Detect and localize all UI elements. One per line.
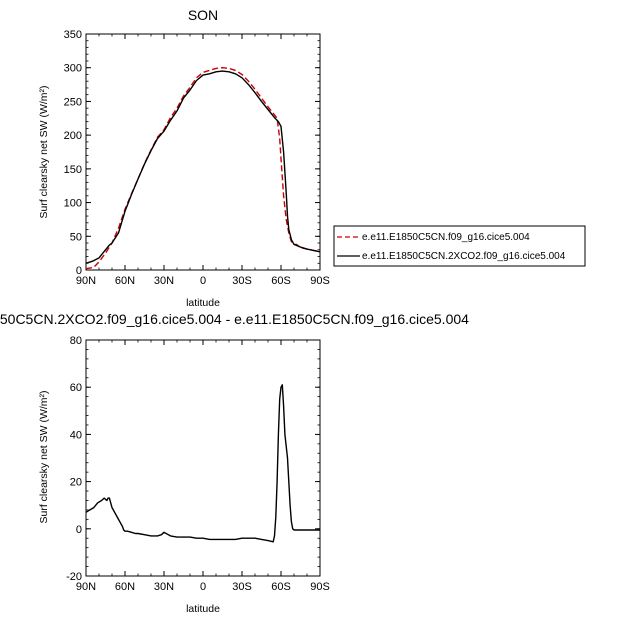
bottom-plot-frame <box>85 339 321 577</box>
top-x-tick-label: 90S <box>310 275 330 287</box>
bottom-series-line-0 <box>85 384 320 543</box>
bottom-y-tick-label: 20 <box>70 477 82 489</box>
bottom-x-axis-label: latitude <box>186 603 220 615</box>
bottom-x-tick-label: 30N <box>154 581 174 593</box>
bottom-x-tick-label: 90N <box>76 581 96 593</box>
top-x-axis-label: latitude <box>186 297 220 309</box>
top-chart-title: SON <box>188 7 218 23</box>
top-y-tick-label: 150 <box>64 164 82 176</box>
top-x-tick-label: 60N <box>115 275 135 287</box>
bottom-y-tick-label: 40 <box>70 429 82 441</box>
bottom-y-tick-label: 0 <box>76 524 82 536</box>
bottom-chart-title: e.e11.E1850C5CN.2XCO2.f09_g16.cice5.004 … <box>0 311 469 327</box>
top-y-tick-label: 250 <box>64 96 82 108</box>
bottom-y-tick-label: 60 <box>70 382 82 394</box>
top-x-tick-label: 60S <box>271 275 291 287</box>
top-panel: SON 90N 60N 30N 0 30S 60S 90S 0 50 100 150 200 250 30… <box>38 7 586 309</box>
bottom-x-tick-label: 60N <box>115 581 135 593</box>
top-plot-area: 90N 60N 30N 0 30S 60S 90S 0 50 100 150 200 250 300 350 <box>64 29 330 287</box>
top-x-tick-label: 30N <box>154 275 174 287</box>
top-y-tick-label: 0 <box>76 265 82 277</box>
legend-label-2xco2: e.e11.E1850C5CN.2XCO2.f09_g16.cice5.004 <box>362 251 566 262</box>
legend-label-control: e.e11.E1850C5CN.f09_g16.cice5.004 <box>362 232 530 243</box>
top-legend: e.e11.E1850C5CN.f09_g16.cice5.004 e.e11.… <box>333 225 586 267</box>
top-y-tick-label: 350 <box>64 29 82 41</box>
bottom-x-tick-label: 60S <box>271 581 291 593</box>
legend-box <box>333 225 586 267</box>
bottom-x-tick-label: 90S <box>310 581 330 593</box>
top-y-tick-label: 100 <box>64 198 82 210</box>
top-x-tick-label: 30S <box>232 275 252 287</box>
bottom-y-tick-label: -20 <box>66 571 82 583</box>
bottom-x-tick-label: 30S <box>232 581 252 593</box>
top-plot-frame <box>85 33 321 271</box>
top-y-tick-label: 300 <box>64 63 82 75</box>
bottom-y-tick-label: 80 <box>70 335 82 347</box>
top-x-tick-label: 0 <box>200 275 206 287</box>
top-y-axis-label: Surf clearsky net SW (W/m²) <box>38 85 50 218</box>
top-x-tick-label: 90N <box>76 275 96 287</box>
bottom-panel: e.e11.E1850C5CN.2XCO2.f09_g16.cice5.004 … <box>0 311 469 615</box>
top-series-line-1 <box>85 70 321 264</box>
top-y-tick-label: 200 <box>64 130 82 142</box>
bottom-plot-area: 90N 60N 30N 0 30S 60S 90S -20 0 20 40 60 80 <box>66 335 330 593</box>
bottom-x-tick-label: 0 <box>200 581 206 593</box>
bottom-y-axis-label: Surf clearsky net SW (W/m²) <box>38 390 50 523</box>
top-y-tick-label: 50 <box>70 231 82 243</box>
